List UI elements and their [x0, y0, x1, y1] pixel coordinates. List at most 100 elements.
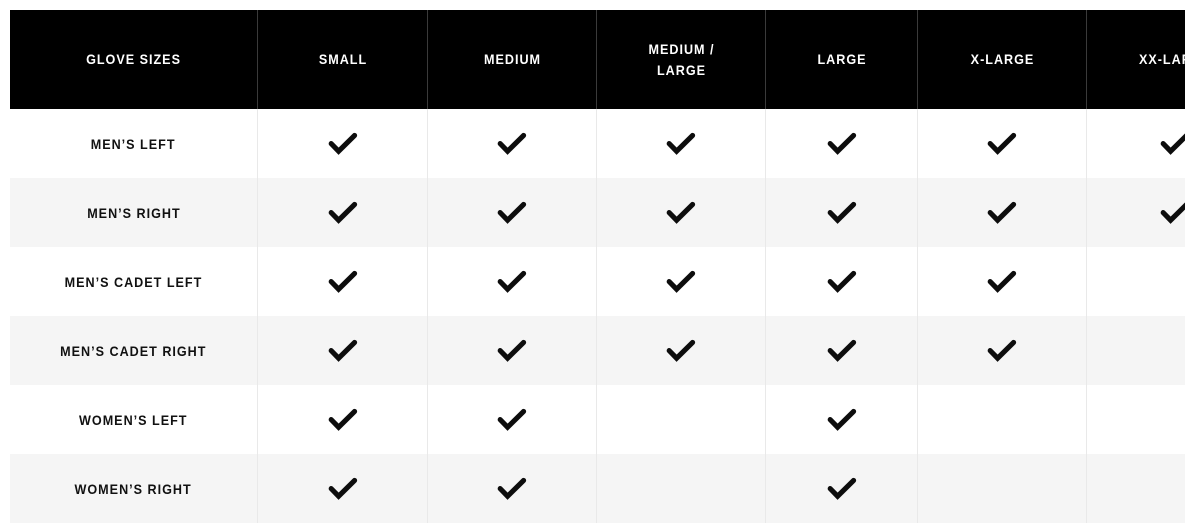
- cell-x-large: [917, 316, 1087, 385]
- table-body: MEN’S LEFT MEN’S RIGHT: [10, 109, 1185, 523]
- check-icon: [497, 270, 527, 294]
- empty-cell-marker: [1160, 406, 1185, 430]
- row-label-text: MEN’S CADET LEFT: [64, 273, 203, 290]
- cell-large: [765, 316, 918, 385]
- cell-large: [765, 109, 918, 178]
- glove-size-chart: GLOVE SIZES SMALL MEDIUM MEDIUM / LARGE …: [10, 10, 1185, 523]
- cell-xx-large: [1086, 247, 1185, 316]
- table-row: WOMEN’S LEFT: [10, 385, 1185, 454]
- column-header-x-large: X-LARGE: [925, 10, 1079, 109]
- cell-xx-large: [1086, 109, 1185, 178]
- empty-cell-marker: [1160, 475, 1185, 499]
- table-row: MEN’S LEFT: [10, 109, 1185, 178]
- table-row: MEN’S CADET RIGHT: [10, 316, 1185, 385]
- check-icon: [666, 270, 696, 294]
- check-icon: [987, 201, 1017, 225]
- check-icon: [666, 201, 696, 225]
- cell-medium: [427, 247, 597, 316]
- row-label-glove-sizes: MEN’S LEFT: [10, 109, 258, 178]
- row-label-glove-sizes: WOMEN’S RIGHT: [10, 454, 258, 523]
- check-icon: [666, 339, 696, 363]
- row-label-text: WOMEN’S LEFT: [79, 411, 188, 428]
- column-header-glove-sizes: GLOVE SIZES: [22, 10, 246, 109]
- cell-x-large: [917, 454, 1087, 523]
- table-row: WOMEN’S RIGHT: [10, 454, 1185, 523]
- table-row: MEN’S CADET LEFT: [10, 247, 1185, 316]
- cell-small: [257, 247, 428, 316]
- table-header-row: GLOVE SIZES SMALL MEDIUM MEDIUM / LARGE …: [10, 10, 1185, 109]
- cell-small: [257, 385, 428, 454]
- cell-xx-large: [1086, 316, 1185, 385]
- glove-sizes-table: GLOVE SIZES SMALL MEDIUM MEDIUM / LARGE …: [10, 10, 1185, 523]
- check-icon: [1160, 132, 1185, 156]
- column-header-large: LARGE: [773, 10, 911, 109]
- row-label-text: MEN’S RIGHT: [86, 204, 181, 221]
- check-icon: [827, 477, 857, 501]
- check-icon: [827, 132, 857, 156]
- cell-medium: [427, 316, 597, 385]
- check-icon: [666, 132, 696, 156]
- check-icon: [827, 339, 857, 363]
- row-label-glove-sizes: MEN’S RIGHT: [10, 178, 258, 247]
- table-row: MEN’S RIGHT: [10, 178, 1185, 247]
- cell-medium-large: [596, 454, 766, 523]
- check-icon: [987, 132, 1017, 156]
- check-icon: [497, 339, 527, 363]
- empty-cell-marker: [987, 406, 1017, 430]
- check-icon: [497, 408, 527, 432]
- cell-x-large: [917, 385, 1087, 454]
- cell-large: [765, 454, 918, 523]
- cell-medium-large: [596, 316, 766, 385]
- check-icon: [328, 270, 358, 294]
- cell-large: [765, 385, 918, 454]
- cell-small: [257, 178, 428, 247]
- cell-x-large: [917, 178, 1087, 247]
- cell-medium: [427, 454, 597, 523]
- check-icon: [1160, 201, 1185, 225]
- check-icon: [328, 201, 358, 225]
- check-icon: [987, 339, 1017, 363]
- cell-medium-large: [596, 178, 766, 247]
- column-header-medium-large: MEDIUM / LARGE: [604, 10, 758, 109]
- table-header: GLOVE SIZES SMALL MEDIUM MEDIUM / LARGE …: [10, 10, 1185, 109]
- cell-small: [257, 454, 428, 523]
- cell-small: [257, 109, 428, 178]
- row-label-glove-sizes: WOMEN’S LEFT: [10, 385, 258, 454]
- cell-medium: [427, 109, 597, 178]
- row-label-text: WOMEN’S RIGHT: [74, 480, 193, 497]
- row-label-text: MEN’S CADET RIGHT: [60, 342, 207, 359]
- cell-medium: [427, 385, 597, 454]
- cell-x-large: [917, 109, 1087, 178]
- empty-cell-marker: [1160, 337, 1185, 361]
- cell-large: [765, 247, 918, 316]
- column-header-xx-large: XX-LARGE: [1095, 10, 1185, 109]
- check-icon: [328, 132, 358, 156]
- check-icon: [328, 408, 358, 432]
- row-label-text: MEN’S LEFT: [91, 135, 176, 152]
- empty-cell-marker: [1160, 268, 1185, 292]
- column-header-small: SMALL: [266, 10, 420, 109]
- cell-medium-large: [596, 109, 766, 178]
- cell-large: [765, 178, 918, 247]
- check-icon: [827, 201, 857, 225]
- column-header-medium: MEDIUM: [435, 10, 589, 109]
- check-icon: [827, 408, 857, 432]
- cell-xx-large: [1086, 454, 1185, 523]
- row-label-glove-sizes: MEN’S CADET LEFT: [10, 247, 258, 316]
- empty-cell-marker: [666, 475, 696, 499]
- check-icon: [328, 339, 358, 363]
- check-icon: [497, 477, 527, 501]
- cell-medium-large: [596, 385, 766, 454]
- check-icon: [328, 477, 358, 501]
- empty-cell-marker: [987, 475, 1017, 499]
- check-icon: [827, 270, 857, 294]
- row-label-glove-sizes: MEN’S CADET RIGHT: [10, 316, 258, 385]
- cell-medium-large: [596, 247, 766, 316]
- check-icon: [497, 132, 527, 156]
- cell-xx-large: [1086, 178, 1185, 247]
- empty-cell-marker: [666, 406, 696, 430]
- check-icon: [987, 270, 1017, 294]
- cell-x-large: [917, 247, 1087, 316]
- cell-xx-large: [1086, 385, 1185, 454]
- cell-small: [257, 316, 428, 385]
